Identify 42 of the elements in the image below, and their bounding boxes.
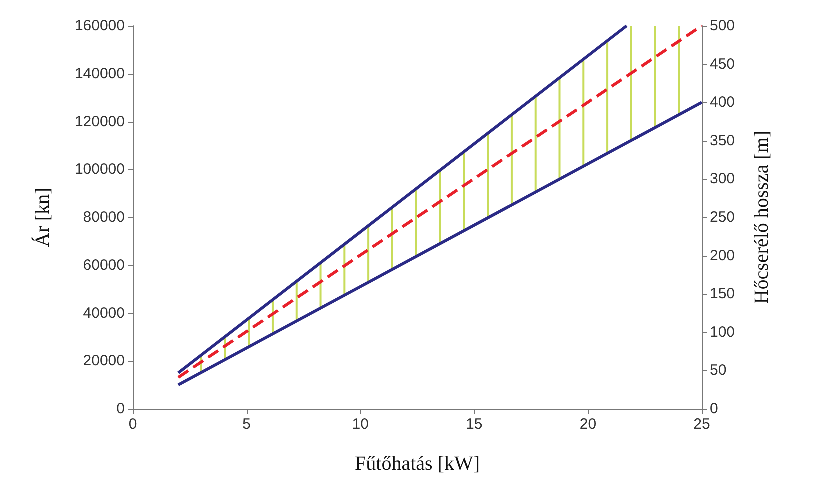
x-tick-label: 10: [352, 416, 369, 433]
bar: [654, 26, 656, 129]
bar: [487, 134, 490, 218]
bar: [582, 60, 585, 168]
y-tick-label: 80000: [83, 209, 125, 226]
bar: [678, 26, 680, 115]
y2-tick-label: 500: [710, 18, 736, 34]
x-tick-label: 5: [242, 416, 251, 433]
y-tick-label: 40000: [83, 304, 125, 322]
y2-tick-label: 250: [710, 209, 736, 226]
y-tick-label: 60000: [83, 256, 125, 274]
bar: [510, 114, 513, 206]
bar: [606, 40, 609, 153]
y-axis-title: Ár [kn]: [31, 188, 54, 248]
y-tick-label: 20000: [83, 352, 125, 370]
y-tick-label: 140000: [74, 65, 125, 82]
x-axis-title: Fűtőhatás [kW]: [355, 453, 480, 475]
y-tick-label: 100000: [74, 161, 125, 178]
y-tick-label: 0: [116, 400, 125, 418]
bar: [558, 78, 561, 180]
bar: [415, 188, 418, 256]
y2-tick-label: 300: [710, 170, 736, 188]
y2-axis-title: Hőcserélő hossza [m]: [751, 130, 773, 304]
y2-tick-label: 150: [710, 286, 736, 303]
y2-tick-label: 50: [710, 362, 727, 380]
bar: [463, 152, 466, 232]
y2-tick-label: 450: [710, 56, 736, 73]
x-tick-label: 15: [466, 416, 483, 433]
y-tick-label: 160000: [74, 18, 125, 34]
y2-tick-label: 200: [710, 247, 736, 264]
y-tick-label: 120000: [74, 113, 125, 130]
bar: [630, 26, 632, 141]
bar: [368, 227, 370, 282]
x-tick-label: 25: [694, 416, 710, 433]
y2-tick-label: 100: [710, 324, 736, 341]
y2-tick-label: 0: [710, 400, 718, 418]
y2-tick-label: 400: [710, 94, 736, 112]
x-tick-label: 20: [580, 416, 597, 433]
bar: [296, 282, 298, 320]
y2-tick-label: 350: [710, 132, 736, 150]
x-tick-label: 0: [128, 416, 138, 433]
bar: [534, 95, 537, 192]
